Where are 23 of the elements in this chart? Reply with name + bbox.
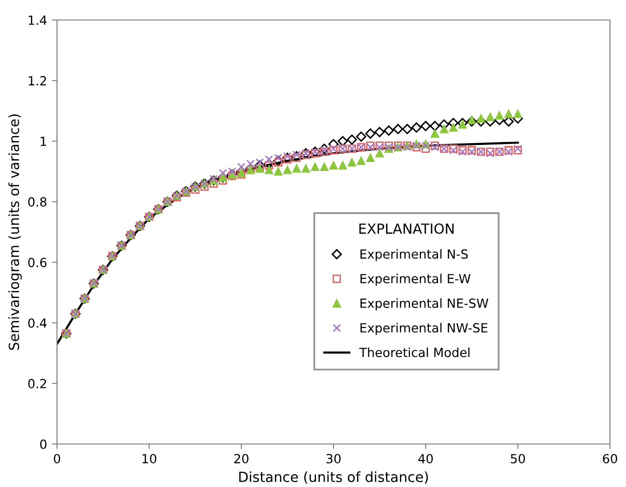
legend-label: Theoretical Model <box>359 347 470 358</box>
y-tick-label: 0 <box>40 439 46 449</box>
y-tick-label: 0.8 <box>28 197 46 207</box>
legend-label: Experimental N-S <box>360 249 468 262</box>
y-tick-label: 0.6 <box>28 258 46 268</box>
x-tick-label: 0 <box>54 454 60 464</box>
legend-label: Experimental NW-SE <box>360 322 488 335</box>
legend-title: EXPLANATION <box>359 223 454 234</box>
legend-label: Experimental E-W <box>360 274 470 286</box>
x-tick-label: 40 <box>418 454 433 464</box>
y-tick-label: 1.2 <box>28 76 46 86</box>
x-tick-label: 30 <box>326 454 341 464</box>
y-tick-label: 1.4 <box>28 16 47 25</box>
y-axis-title: Semivariogram (units of variance) <box>8 114 22 350</box>
y-tick-label: 1 <box>40 136 46 146</box>
y-tick-label: 0.2 <box>28 378 46 388</box>
legend-label: Experimental NE-SW <box>360 298 488 310</box>
x-tick-label: 20 <box>234 454 248 464</box>
x-axis-title: Distance (units of distance) <box>239 471 428 484</box>
x-tick-label: 10 <box>142 454 156 464</box>
x-tick-label: 50 <box>510 454 525 464</box>
x-tick-label: 60 <box>602 454 618 464</box>
y-tick-label: 0.4 <box>28 318 47 328</box>
